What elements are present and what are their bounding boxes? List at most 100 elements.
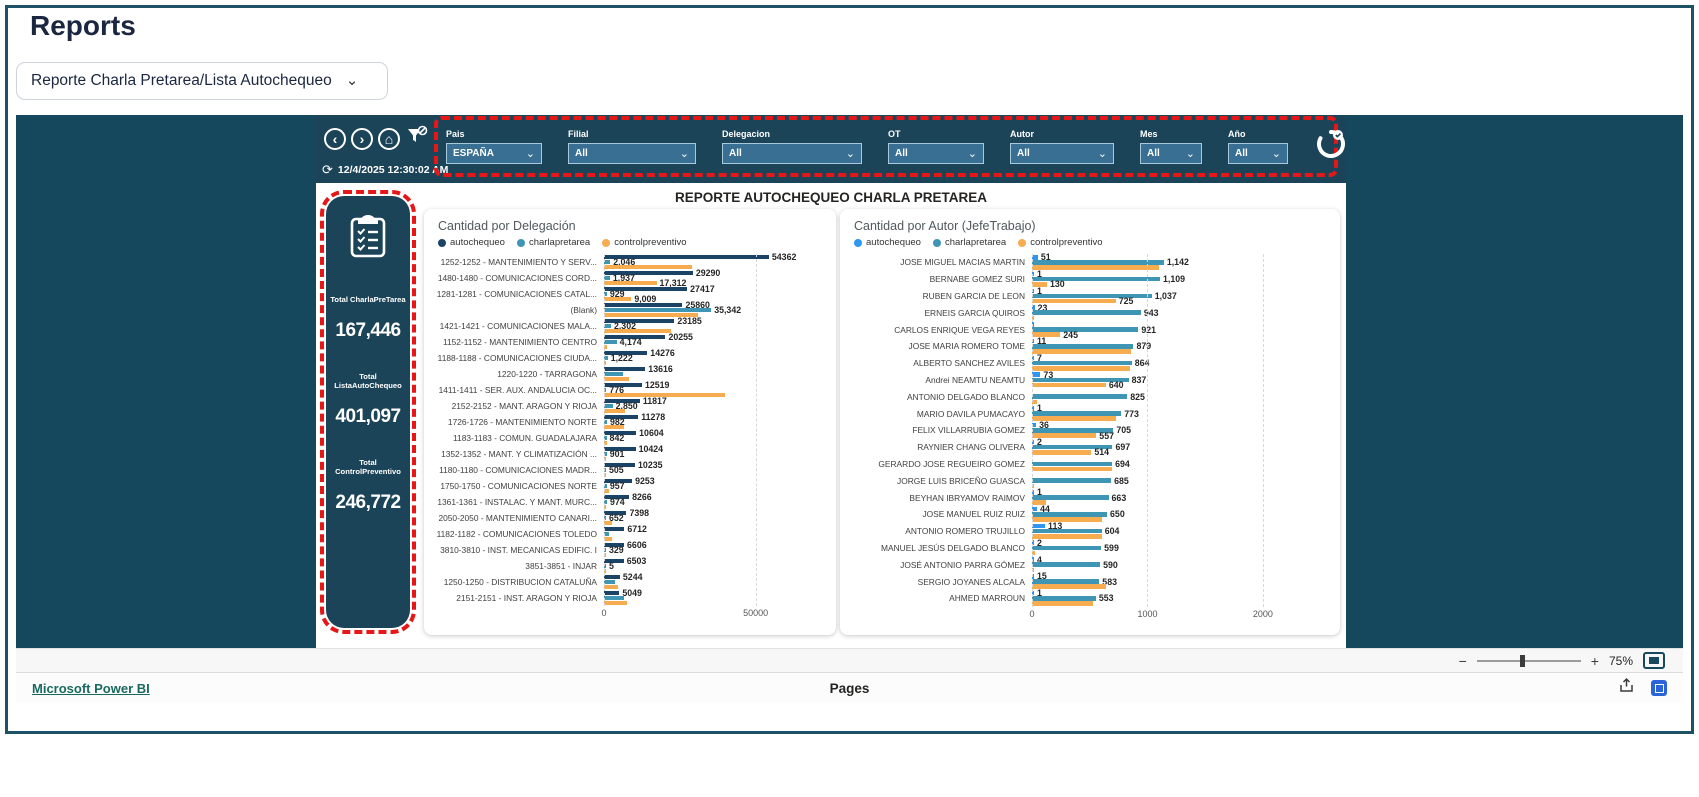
clear-filters-icon[interactable] [405,124,429,153]
bar-controlpreventivo[interactable] [604,536,612,542]
bar-autochequeo[interactable] [1032,422,1037,428]
filter-select-filial[interactable]: All ⌄ [568,143,696,164]
bar-autochequeo[interactable] [604,334,666,340]
bar-charlapretarea[interactable] [604,419,607,425]
bar-charlapretarea[interactable] [1032,293,1152,299]
bar-controlpreventivo[interactable] [1032,315,1035,321]
bar-controlpreventivo[interactable] [604,600,627,606]
bar-charlapretarea[interactable] [1032,276,1161,282]
bar-controlpreventivo[interactable] [1032,450,1092,455]
bar-charlapretarea[interactable] [604,563,606,569]
bar-autochequeo[interactable] [604,414,639,420]
bar-charlapretarea[interactable] [1032,360,1132,366]
bar-charlapretarea[interactable] [604,339,617,345]
bar-charlapretarea[interactable] [1032,495,1109,500]
bar-autochequeo[interactable] [604,510,627,516]
bar-controlpreventivo[interactable] [604,520,613,526]
bar-controlpreventivo[interactable] [604,312,699,318]
fit-to-page-icon[interactable] [1643,652,1665,669]
bar-controlpreventivo[interactable] [1032,399,1037,405]
bar-autochequeo[interactable] [1032,590,1034,596]
bar-controlpreventivo[interactable] [604,440,607,446]
bar-charlapretarea[interactable] [604,579,616,585]
bar-controlpreventivo[interactable] [1032,282,1047,287]
bar-charlapretarea[interactable] [1032,344,1134,349]
bar-autochequeo[interactable] [604,398,640,404]
bar-autochequeo[interactable] [1032,322,1034,327]
bar-controlpreventivo[interactable] [1032,567,1034,573]
bar-charlapretarea[interactable] [1032,596,1096,601]
bar-controlpreventivo[interactable] [604,264,692,270]
bar-autochequeo[interactable] [604,366,646,372]
bar-autochequeo[interactable] [1032,574,1034,579]
bar-autochequeo[interactable] [1032,372,1041,378]
bar-charlapretarea[interactable] [1032,260,1164,265]
bar-charlapretarea[interactable] [604,467,606,473]
bar-autochequeo[interactable] [604,526,625,532]
bar-autochequeo[interactable] [1032,254,1038,260]
bar-charlapretarea[interactable] [1032,444,1113,450]
bar-autochequeo[interactable] [1032,338,1034,344]
bar-charlapretarea[interactable] [604,291,607,297]
bar-controlpreventivo[interactable] [1032,433,1097,438]
bar-charlapretarea[interactable] [604,307,712,313]
bar-controlpreventivo[interactable] [604,488,609,494]
bar-charlapretarea[interactable] [1032,377,1129,383]
filter-select-delegacion[interactable]: All ⌄ [722,143,862,164]
bar-autochequeo[interactable] [1032,490,1034,495]
zoom-slider[interactable] [1476,654,1581,667]
bar-autochequeo[interactable] [1032,288,1034,294]
bar-charlapretarea[interactable] [1032,545,1102,551]
filter-select-autor[interactable]: All ⌄ [1010,143,1114,164]
bar-autochequeo[interactable] [604,462,636,468]
bar-controlpreventivo[interactable] [604,552,607,558]
bar-controlpreventivo[interactable] [604,344,608,350]
bar-charlapretarea[interactable] [604,323,611,329]
bar-charlapretarea[interactable] [1032,528,1102,534]
report-selector-dropdown[interactable]: Reporte Charla Pretarea/Lista Autocheque… [16,62,388,100]
bar-controlpreventivo[interactable] [1032,517,1103,522]
forward-button[interactable]: › [351,127,373,150]
bar-controlpreventivo[interactable] [1032,265,1159,270]
bar-charlapretarea[interactable] [604,595,624,601]
bar-controlpreventivo[interactable] [1032,298,1116,304]
bar-autochequeo[interactable] [604,478,633,484]
bar-charlapretarea[interactable] [1032,310,1141,316]
bar-controlpreventivo[interactable] [604,392,726,398]
bar-autochequeo[interactable] [604,270,693,276]
bar-charlapretarea[interactable] [1032,512,1108,517]
filter-select-ot[interactable]: All ⌄ [888,143,984,164]
bar-charlapretarea[interactable] [1032,327,1139,332]
bar-autochequeo[interactable] [604,494,630,500]
bar-controlpreventivo[interactable] [1032,332,1061,338]
bar-charlapretarea[interactable] [1032,394,1128,400]
bar-controlpreventivo[interactable] [1032,382,1106,388]
bar-autochequeo[interactable] [604,558,624,564]
bar-controlpreventivo[interactable] [604,296,632,302]
bar-autochequeo[interactable] [1032,523,1046,529]
bar-controlpreventivo[interactable] [1032,601,1094,606]
filter-select-año[interactable]: All ⌄ [1228,143,1288,164]
bar-autochequeo[interactable] [1032,406,1034,411]
bar-autochequeo[interactable] [604,254,769,260]
bar-controlpreventivo[interactable] [1032,366,1131,371]
bar-autochequeo[interactable] [604,286,688,292]
zoom-slider-handle[interactable] [1520,654,1526,667]
bar-autochequeo[interactable] [1032,355,1034,361]
bar-controlpreventivo[interactable] [604,328,671,334]
bar-controlpreventivo[interactable] [604,408,625,414]
bar-autochequeo[interactable] [604,574,620,580]
bar-controlpreventivo[interactable] [1032,584,1106,590]
bar-charlapretarea[interactable] [1032,461,1113,467]
bar-autochequeo[interactable] [1032,439,1034,445]
bar-autochequeo[interactable] [604,542,625,548]
bar-controlpreventivo[interactable] [1032,416,1117,422]
bar-charlapretarea[interactable] [604,483,607,489]
bar-autochequeo[interactable] [604,350,648,356]
bar-autochequeo[interactable] [1032,271,1034,277]
bar-controlpreventivo[interactable] [1032,534,1103,539]
bar-controlpreventivo[interactable] [604,584,618,590]
filter-select-pais[interactable]: ESPAÑA ⌄ [446,143,542,164]
bar-autochequeo[interactable] [604,302,683,308]
share-icon[interactable] [1618,677,1635,699]
